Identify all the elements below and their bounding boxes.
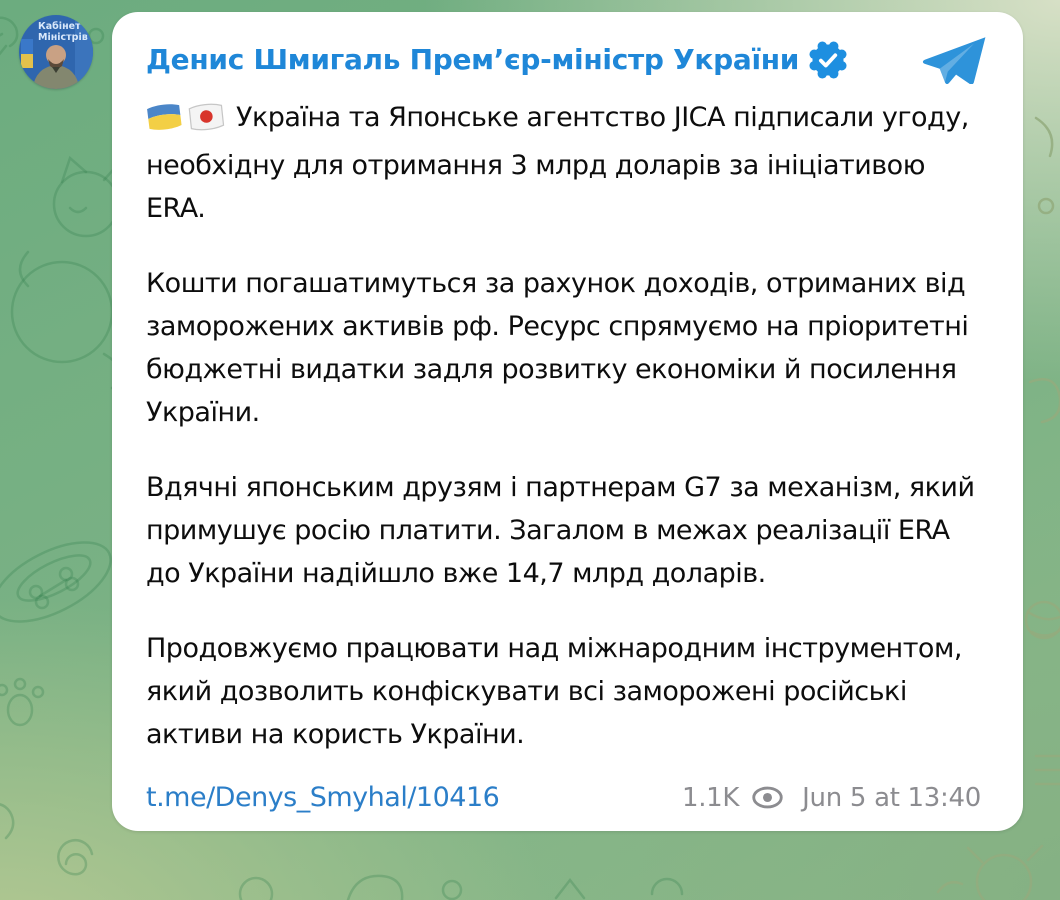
doodle-bone-end	[28, 584, 44, 600]
doodle-spiral	[57, 838, 94, 876]
avatar-ukraine-flag-blue	[21, 39, 33, 54]
avatar-person-collar	[52, 67, 60, 73]
doodle-squiggle	[0, 16, 19, 48]
doodle-cat-head	[52, 170, 120, 238]
share-paper-plane-icon[interactable]	[921, 36, 987, 84]
message-footer: t.me/Denys_Smyhal/10416 1.1K Jun 5 at 13…	[146, 782, 981, 813]
doodle-cat-smile	[68, 206, 88, 214]
doodle-bowl	[0, 541, 112, 623]
avatar-backdrop-text: Кабінет	[38, 21, 81, 32]
avatar-person-beard	[48, 59, 64, 69]
message-paragraph: Кошти погашатимуться за рахунок доходів,…	[146, 268, 969, 428]
avatar-person-torso	[32, 65, 80, 89]
doodle-rays	[0, 32, 8, 56]
verified-badge-icon	[809, 41, 847, 79]
doodle-bone	[38, 578, 68, 598]
doodle-cat-paw	[18, 250, 30, 288]
doodle-bone-end	[64, 576, 80, 592]
doodle-dog-ears	[966, 844, 1044, 864]
views-eye-icon	[751, 785, 784, 810]
paragraph-text: Україна та Японське агентство JICA підпи…	[146, 102, 969, 224]
message-paragraph: Продовжуємо працювати над міжнародним ін…	[146, 633, 962, 750]
post-link[interactable]: t.me/Denys_Smyhal/10416	[146, 782, 500, 813]
doodle-dog-head	[975, 853, 1033, 900]
doodle-paw-toe	[13, 677, 27, 691]
doodle-cat-ear	[60, 155, 88, 184]
message-meta: 1.1K Jun 5 at 13:40	[682, 783, 981, 813]
message-bubble: Денис Шмигаль Прем’єр-міністр України	[112, 12, 1023, 831]
doodle-bubble	[1037, 197, 1055, 215]
doodle-bubble	[238, 876, 274, 900]
doodle-leaf	[1028, 378, 1060, 424]
avatar-image: Кабінет Міністрів У	[19, 15, 93, 89]
avatar-backdrop-text: Міністрів У	[38, 32, 93, 43]
doodle-bone-end	[58, 566, 74, 582]
doodle-arc	[650, 877, 684, 896]
doodle-curve	[1034, 116, 1054, 158]
doodle-cat-body	[10, 260, 114, 364]
avatar-ukraine-flag-yellow	[21, 54, 33, 68]
doodle-zigzag	[554, 877, 586, 900]
doodle-bubble	[441, 879, 463, 900]
doodle-head	[346, 874, 404, 900]
channel-avatar[interactable]: Кабінет Міністрів У	[19, 15, 93, 89]
timestamp: Jun 5 at 13:40	[802, 782, 981, 813]
doodle-yarn-strands	[1026, 610, 1060, 637]
doodle-paw-toe	[31, 685, 45, 699]
message-paragraph: Україна та Японське агентство JICA підпи…	[146, 96, 981, 230]
message-paragraph: Вдячні японським друзям і партнерам G7 з…	[146, 472, 975, 589]
message-body: Україна та Японське агентство JICA підпи…	[146, 96, 981, 756]
doodle-curve	[936, 881, 964, 894]
doodle-bowl-inner	[16, 554, 92, 602]
doodle-squiggle	[0, 803, 15, 840]
doodle-ladder	[1034, 754, 1060, 786]
doodle-paw-pad	[6, 693, 34, 727]
views-count: 1.1K	[681, 782, 740, 813]
doodle-bone-end	[34, 594, 50, 610]
japan-flag-icon	[186, 99, 228, 146]
message-header: Денис Шмигаль Прем’єр-міністр України	[146, 36, 986, 84]
channel-name[interactable]: Денис Шмигаль Прем’єр-міністр України	[146, 43, 800, 76]
avatar-person-head	[46, 45, 66, 65]
doodle-paw-toe	[0, 683, 9, 697]
doodle-yarn-ball	[1024, 600, 1060, 640]
ukraine-flag-icon	[144, 99, 187, 146]
